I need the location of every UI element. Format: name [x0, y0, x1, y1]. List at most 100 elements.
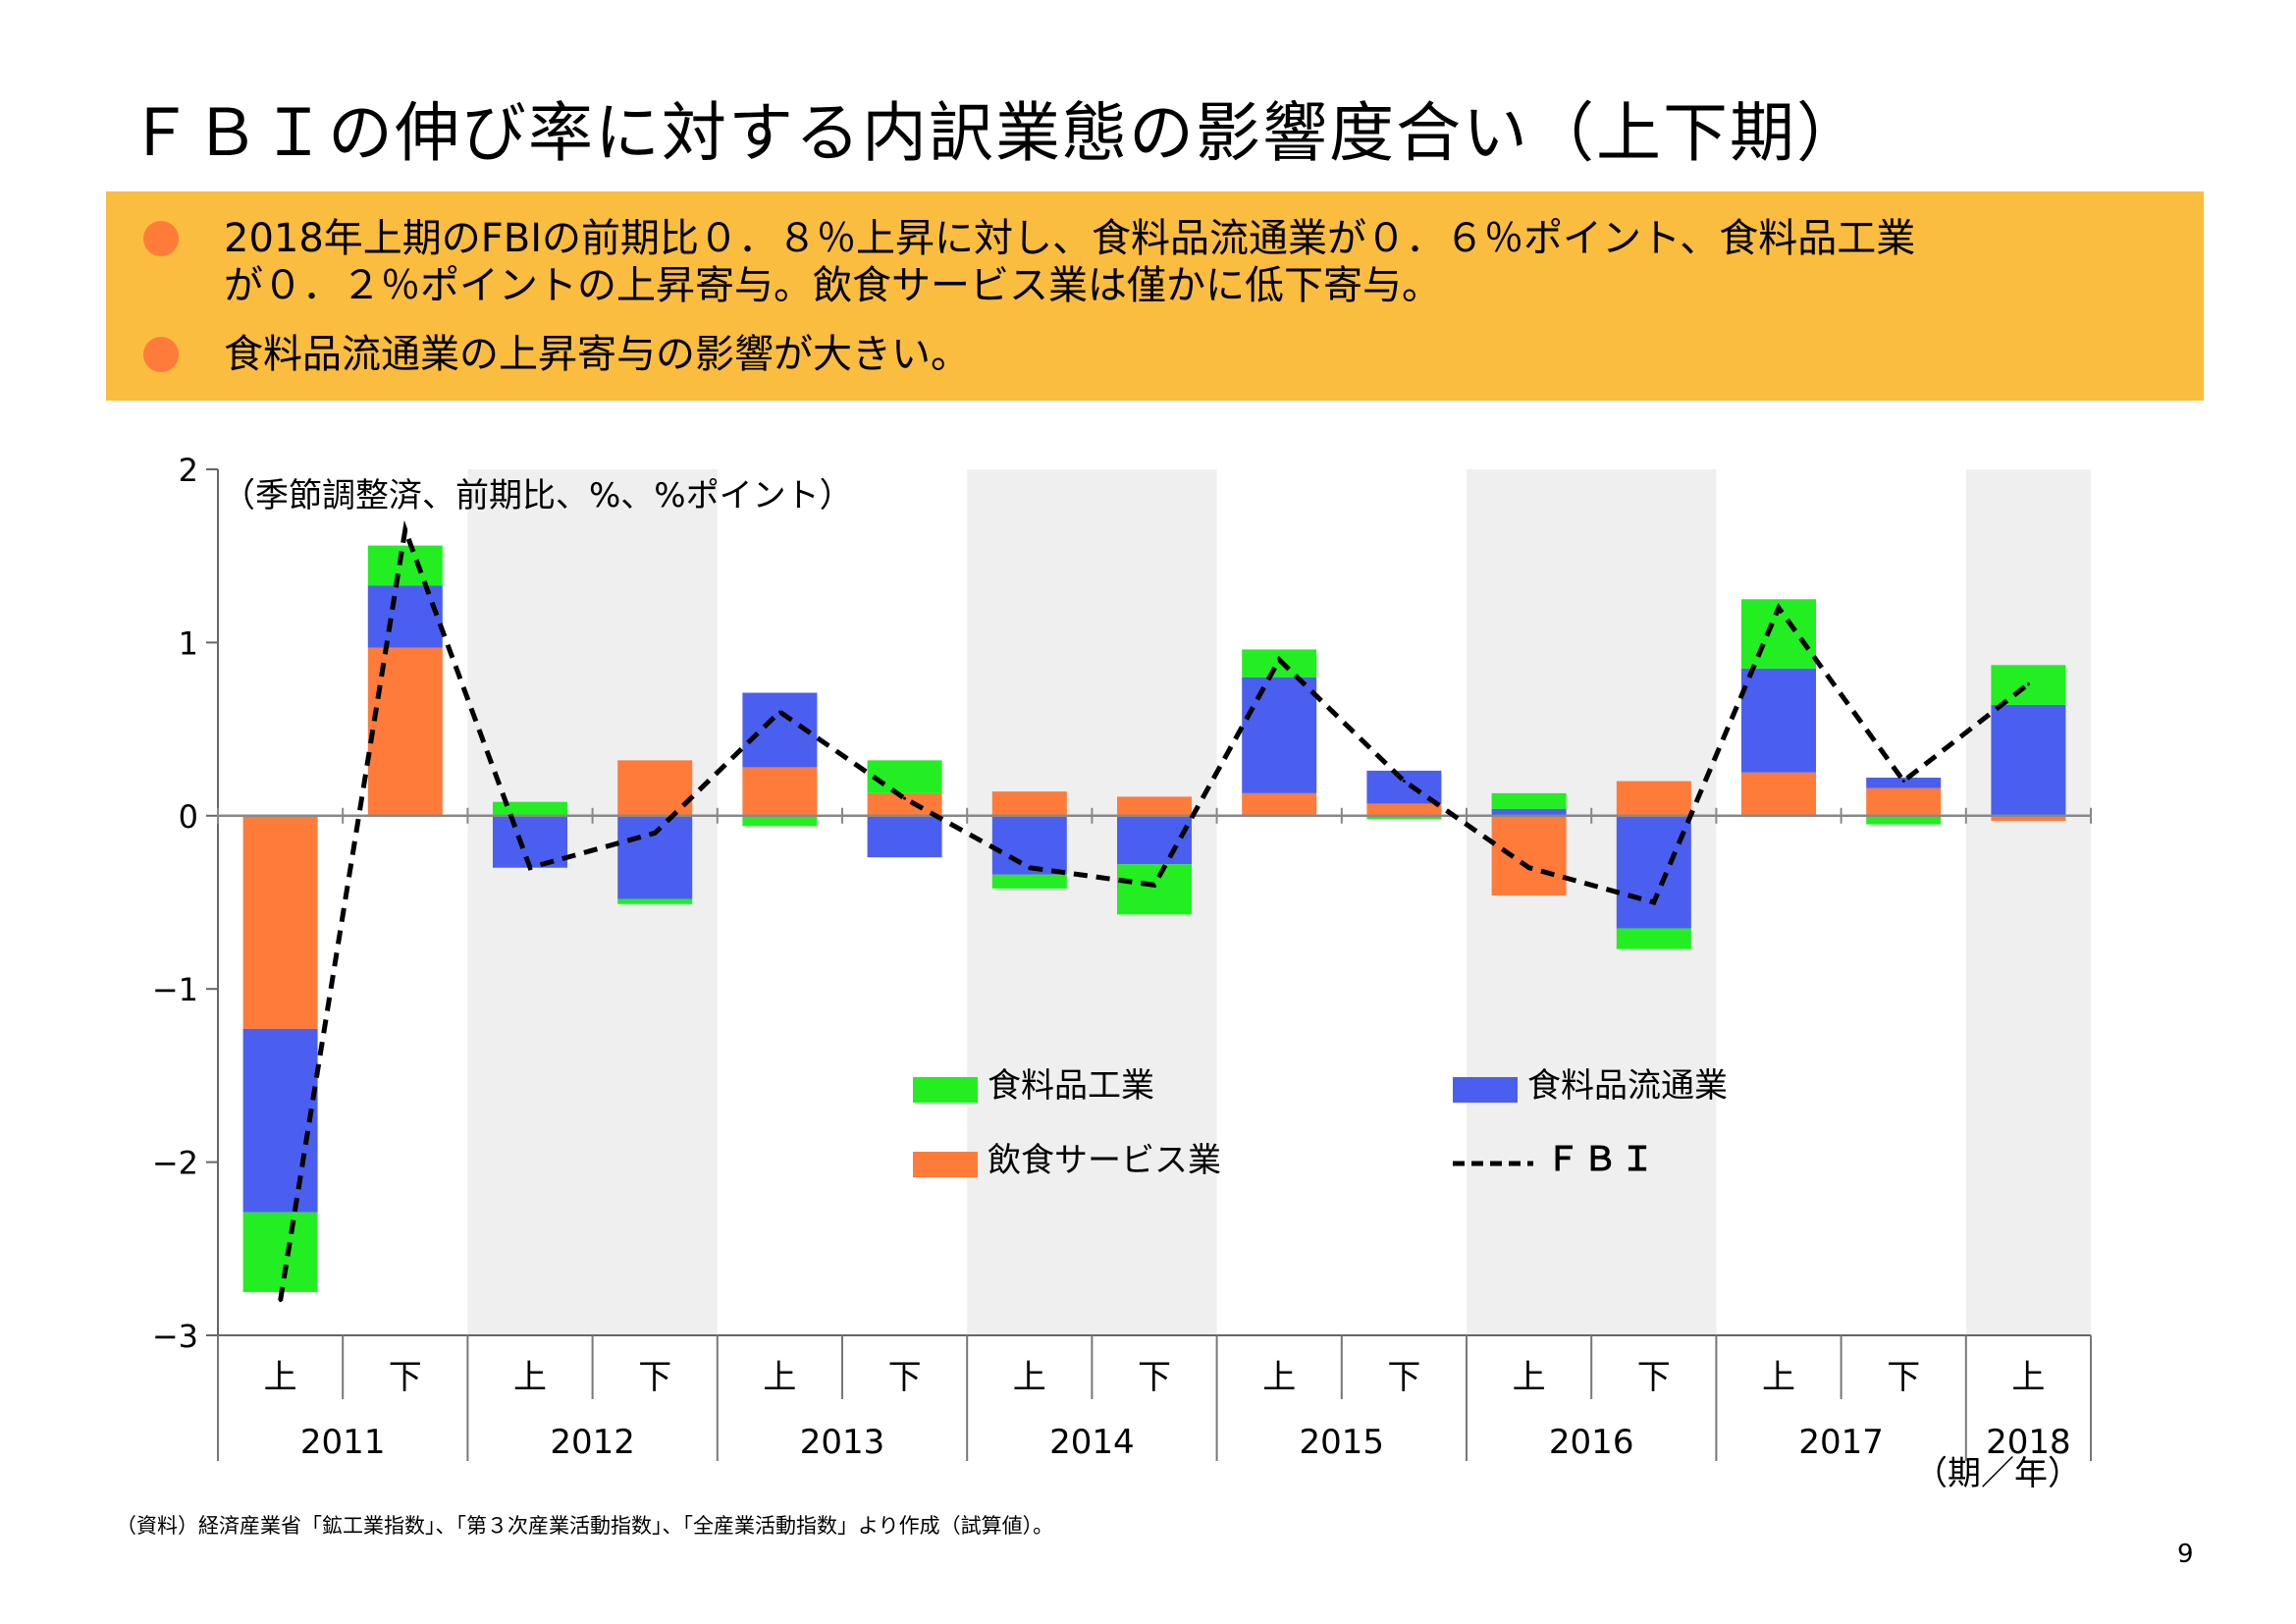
x-category-label: 下 [1138, 1358, 1171, 1397]
fbi-point [1652, 900, 1656, 904]
bar-segment [742, 815, 818, 827]
bar-segment [1616, 781, 1691, 816]
x-category-label: 下 [1637, 1358, 1671, 1397]
fbi-point [2026, 682, 2030, 686]
x-category-label: 上 [1762, 1358, 1795, 1397]
x-year-label: 2018 [1986, 1423, 2071, 1462]
y-tick-label: 2 [179, 452, 198, 489]
legend-label: 食料品流通業 [1527, 1066, 1728, 1106]
fbi-point [279, 1299, 283, 1303]
bar-segment [367, 585, 443, 648]
bar-segment [867, 815, 942, 858]
unit-note: （季節調整済、前期比、%、%ポイント） [222, 476, 853, 515]
bar-segment [1242, 792, 1317, 816]
bar-segment [1117, 796, 1192, 816]
x-year-label: 2013 [800, 1423, 885, 1462]
bar-segment [742, 767, 818, 816]
x-category-label: 下 [1387, 1358, 1420, 1397]
legend-fbi-label: ＦＢＩ [1546, 1140, 1658, 1179]
x-category-label: 下 [389, 1358, 422, 1397]
bar-segment [1366, 815, 1442, 820]
page-number: 9 [2177, 1540, 2194, 1569]
x-category-label: 上 [513, 1358, 547, 1397]
fbi-point [777, 710, 781, 714]
fbi-point [1527, 866, 1531, 870]
x-category-label: 上 [264, 1358, 297, 1397]
legend-swatch [1453, 1077, 1518, 1103]
y-tick-label: 1 [179, 624, 198, 662]
bullet-dot-icon [143, 221, 179, 256]
fbi-point [403, 528, 407, 532]
summary-bullet-2-text: 食料品流通業の上昇寄与の影響が大きい。 [224, 332, 970, 377]
bar-segment [242, 1212, 318, 1292]
x-category-label: 上 [763, 1358, 796, 1397]
bar-segment [1491, 792, 1567, 809]
bar-segment [1242, 649, 1317, 677]
bar-segment [867, 760, 942, 793]
x-year-label: 2012 [550, 1423, 635, 1462]
bar-segment [1117, 864, 1192, 915]
bar-segment [991, 874, 1067, 889]
bar-segment [1491, 815, 1567, 895]
bar-segment [617, 898, 693, 904]
x-category-label: 上 [1262, 1358, 1296, 1397]
fbi-point [1777, 606, 1781, 610]
bar-segment [1616, 815, 1691, 929]
bar-segment [493, 815, 567, 868]
legend-swatch [913, 1152, 978, 1177]
bar-segment [367, 647, 443, 816]
page-title: ＦＢＩの伸び率に対する内訳業態の影響度合い（上下期） [128, 95, 1863, 171]
x-category-label: 上 [1013, 1358, 1046, 1397]
y-tick-label: −2 [152, 1145, 198, 1182]
x-category-label: 下 [888, 1358, 922, 1397]
x-year-label: 2015 [1300, 1423, 1385, 1462]
bar-segment [1741, 668, 1816, 773]
bar-segment [617, 760, 693, 816]
summary-bullet-1-line-1: 2018年上期のFBIの前期比０．８％上昇に対し、食料品流通業が０．６％ポイント… [224, 216, 1916, 261]
y-tick-label: 0 [179, 798, 198, 836]
legend-label: 食料品工業 [988, 1066, 1154, 1106]
bar-segment [1616, 928, 1691, 949]
bar-segment [1866, 787, 1942, 816]
x-year-label: 2017 [1798, 1423, 1884, 1462]
fbi-point [1402, 780, 1406, 784]
fbi-point [1277, 658, 1281, 662]
y-tick-label: −3 [152, 1318, 198, 1355]
x-category-label: 上 [2011, 1358, 2045, 1397]
bullet-dot-icon [143, 337, 179, 372]
legend-label: 飲食サービス業 [988, 1141, 1221, 1180]
bar-segment [1991, 704, 2066, 816]
fbi-point [903, 796, 907, 800]
bar-segment [242, 1028, 318, 1213]
bar-segment [991, 815, 1067, 875]
bar-segment [991, 791, 1067, 816]
x-category-label: 下 [1887, 1358, 1920, 1397]
bar-segment [367, 545, 443, 586]
fbi-point [1028, 866, 1032, 870]
bar-segment [242, 815, 318, 1029]
bar-segment [1366, 803, 1442, 816]
bar-segment [867, 792, 942, 816]
bar-segment [1242, 677, 1317, 793]
bar-segment [1866, 777, 1942, 788]
bar-segment [1991, 815, 2066, 822]
x-year-label: 2014 [1049, 1423, 1135, 1462]
year-shade-band [1965, 469, 2091, 1335]
fbi-point [1152, 883, 1156, 887]
summary-box: 2018年上期のFBIの前期比０．８％上昇に対し、食料品流通業が０．６％ポイント… [106, 191, 2204, 401]
x-category-label: 上 [1513, 1358, 1546, 1397]
fbi-point [1901, 780, 1905, 784]
x-unit-label: （期／年） [1914, 1454, 2081, 1493]
fbi-point [653, 831, 657, 835]
legend-swatch [913, 1077, 978, 1103]
x-category-label: 下 [638, 1358, 671, 1397]
y-tick-label: −1 [152, 971, 198, 1008]
bar-segment [617, 815, 693, 899]
summary-bullet-1-line-2: が０．２％ポイントの上昇寄与。飲食サービス業は僅かに低下寄与。 [224, 263, 1441, 308]
bar-segment [1741, 772, 1816, 816]
bar-segment [493, 801, 567, 816]
bar-segment [1866, 815, 1942, 825]
x-year-label: 2011 [300, 1423, 386, 1462]
x-year-label: 2016 [1549, 1423, 1634, 1462]
